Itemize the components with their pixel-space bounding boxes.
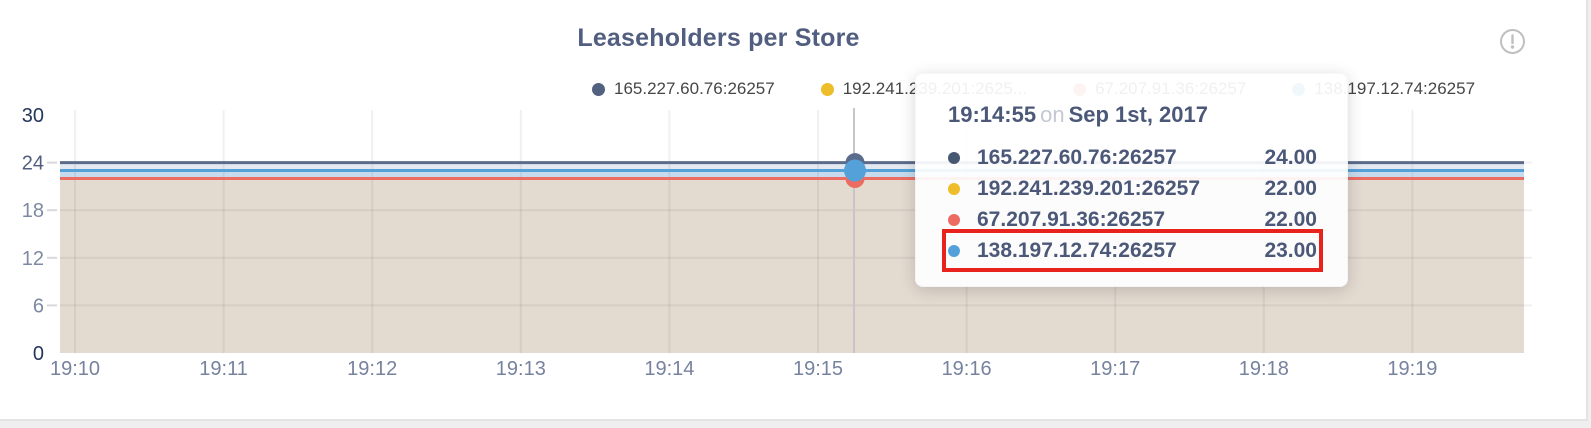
area-fill-band — [60, 170, 1524, 179]
legend-item-165-227-60-76[interactable]: 165.227.60.76:26257 — [592, 79, 775, 99]
series-color-dot — [948, 244, 960, 257]
x-axis-label: 19:17 — [1090, 358, 1140, 380]
legend-item-label: 165.227.60.76:26257 — [614, 79, 775, 98]
tooltip-date: Sep 1st, 2017 — [1068, 102, 1208, 127]
x-axis-label: 19:10 — [50, 358, 100, 380]
x-axis-label: 19:15 — [793, 358, 843, 380]
tooltip-row: 165.227.60.76:26257 24.00 — [948, 142, 1317, 173]
x-axis-label: 19:12 — [347, 358, 397, 380]
tooltip-row: 67.207.91.36:26257 22.00 — [948, 204, 1317, 235]
tooltip-series-value: 22.00 — [1264, 176, 1317, 200]
tooltip-row: 192.241.239.201:26257 22.00 — [948, 173, 1317, 204]
series-color-dot — [592, 82, 605, 96]
y-axis-label: 18 — [22, 200, 44, 222]
tooltip-series-label: 138.197.12.74:26257 — [977, 238, 1177, 262]
exclamation-circle-icon — [1500, 29, 1525, 54]
y-axis-label: 0 — [33, 343, 44, 365]
y-axis-label: 6 — [33, 295, 44, 317]
x-axis-label: 19:18 — [1239, 358, 1289, 380]
x-axis-label: 19:19 — [1387, 358, 1437, 380]
x-axis-label: 19:14 — [644, 358, 694, 380]
series-color-dot — [820, 82, 834, 96]
series-color-dot — [948, 182, 960, 195]
tooltip-header: 19:14:55 on Sep 1st, 2017 — [948, 100, 1317, 130]
series-color-dot — [948, 213, 960, 226]
tooltip-series-value: 23.00 — [1264, 238, 1317, 262]
chart-canvas[interactable]: 0 6 12 18 24 30 19:10 19:11 19:12 19:13 19:14 19:15… — [0, 0, 1586, 419]
tooltip-row-highlighted: 138.197.12.74:26257 23.00 — [942, 229, 1323, 272]
y-axis-label: 24 — [22, 153, 44, 175]
chart-title: Leaseholders per Store — [577, 24, 860, 52]
tooltip-rows: 165.227.60.76:26257 24.00 192.241.239.20… — [942, 142, 1323, 272]
y-axis-label: 12 — [22, 248, 44, 270]
series-color-dot — [948, 151, 960, 164]
x-axis-label: 19:16 — [942, 358, 992, 380]
tooltip-time: 19:14:55 — [948, 102, 1037, 127]
tooltip-series-label: 192.241.239.201:26257 — [977, 176, 1201, 200]
tooltip-series-label: 165.227.60.76:26257 — [977, 145, 1177, 169]
tooltip-conjunction: on — [1040, 102, 1065, 127]
legend-item-label: 138.197.12.74:26257 — [1314, 79, 1476, 98]
x-axis-label: 19:11 — [199, 358, 248, 380]
tooltip-series-value: 24.00 — [1264, 145, 1317, 169]
hover-point-marker — [844, 159, 866, 182]
y-axis-label: 30 — [22, 105, 44, 127]
tooltip-series-value: 22.00 — [1264, 207, 1317, 231]
tooltip-series-label: 67.207.91.36:26257 — [977, 207, 1166, 231]
x-axis-label: 19:13 — [496, 358, 546, 380]
hover-tooltip: 19:14:55 on Sep 1st, 2017 165.227.60.76:26… — [915, 73, 1348, 287]
info-icon[interactable] — [1499, 28, 1526, 55]
area-fill-band — [60, 162, 1524, 171]
